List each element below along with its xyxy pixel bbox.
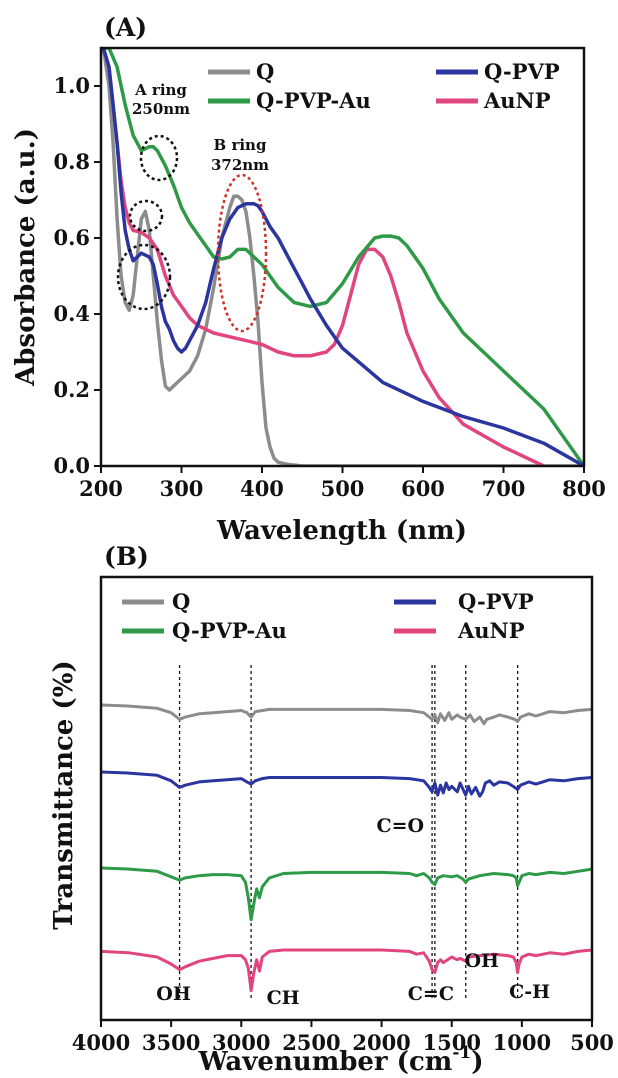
panel-b-x-axis: 4000 3500 3000 2500 2000 1500 1000 500 — [72, 1020, 614, 1055]
panel-a-y-axis: 0.0 0.2 0.4 0.6 0.8 1.0 — [53, 73, 101, 478]
panel-b: (B) Q Q-PVP-Au Q-PVP AuNP OH CH C=O C=C OH C-… — [49, 542, 614, 1077]
panel-a-label: (A) — [104, 13, 147, 42]
legend-b-aunp: AuNP — [457, 618, 525, 643]
panel-b-x-axis-title-close: ) — [471, 1047, 483, 1077]
peak-label-c-c: C=C — [408, 983, 454, 1005]
panel-b-peak-labels: OH CH C=O C=C OH C-H — [156, 815, 550, 1009]
panel-b-y-axis-title: Transmittance (%) — [49, 660, 79, 929]
b-x-tick-label: 500 — [570, 1030, 614, 1055]
series-a-q-pvp-au — [103, 48, 584, 466]
b-x-tick-label: 1000 — [493, 1030, 551, 1055]
panel-a: (A) A ring 250nm B ring 372nm Q Q-PVP-Au — [11, 13, 606, 546]
b-x-tick-label: 2500 — [282, 1030, 340, 1055]
series-b-q-pvp — [101, 770, 592, 798]
panel-b-x-axis-title-sup: -1 — [452, 1043, 471, 1063]
panel-a-x-axis-title: Wavelength (nm) — [216, 516, 467, 546]
legend-a-qpvpau: Q-PVP-Au — [256, 88, 371, 113]
panel-a-plot-area: A ring 250nm B ring 372nm Q Q-PVP-Au Q-P… — [53, 46, 606, 501]
panel-a-y-axis-title: Absorbance (a.u.) — [11, 128, 41, 387]
series-b-q — [101, 703, 592, 726]
b-x-tick-label: 1500 — [422, 1030, 480, 1055]
a-x-tick-label: 200 — [79, 476, 123, 501]
panel-a-legend: Q Q-PVP-Au Q-PVP AuNP — [208, 59, 560, 113]
legend-a-aunp: AuNP — [483, 88, 551, 113]
panel-b-legend: Q Q-PVP-Au Q-PVP AuNP — [122, 589, 534, 643]
series-a-aunp — [101, 48, 545, 466]
peak-label-oh: OH — [464, 950, 499, 972]
a-ring-circle-gray — [128, 199, 164, 233]
legend-b-q: Q — [172, 589, 190, 614]
a-x-tick-label: 500 — [321, 476, 365, 501]
series-b-q-pvp-au — [101, 866, 592, 922]
a-ring-wavelength: 250nm — [132, 100, 190, 118]
a-x-tick-label: 300 — [160, 476, 204, 501]
legend-b-qpvp: Q-PVP — [458, 589, 534, 614]
panel-a-series-group — [101, 48, 584, 466]
panel-b-x-axis-title: Wavenumber (cm-1) — [197, 1043, 483, 1077]
peak-label-c-h: C-H — [509, 981, 550, 1003]
legend-b-qpvpau: Q-PVP-Au — [172, 618, 287, 643]
panel-b-label: (B) — [104, 542, 149, 571]
panel-b-frame — [99, 575, 594, 1022]
a-x-tick-label: 600 — [401, 476, 445, 501]
b-x-tick-label: 3500 — [142, 1030, 200, 1055]
a-y-tick-label: 0.6 — [53, 225, 90, 250]
b-x-tick-label: 2000 — [352, 1030, 410, 1055]
a-y-tick-label: 0.0 — [53, 453, 90, 478]
legend-a-q: Q — [256, 59, 274, 84]
a-ring-label: A ring — [134, 81, 187, 99]
b-x-tick-label: 4000 — [72, 1030, 130, 1055]
panel-a-x-axis: 200 300 400 500 600 700 800 — [79, 466, 606, 501]
b-x-tick-label: 3000 — [212, 1030, 270, 1055]
a-y-tick-label: 0.8 — [53, 149, 90, 174]
series-a-q-pvp — [101, 48, 584, 466]
peak-label-oh: OH — [156, 983, 191, 1005]
a-y-tick-label: 0.4 — [53, 301, 90, 326]
a-ring-circle-green — [139, 134, 179, 182]
series-b-aunp — [101, 948, 592, 993]
panel-b-x-axis-title-main: Wavenumber (cm — [197, 1047, 452, 1077]
a-ring-circle-blue-pink — [116, 243, 172, 311]
a-x-tick-label: 400 — [240, 476, 284, 501]
b-ring-label: B ring — [214, 136, 267, 154]
a-x-tick-label: 700 — [482, 476, 526, 501]
panel-b-series-group — [101, 703, 592, 993]
a-y-tick-label: 1.0 — [53, 73, 90, 98]
peak-label-ch: CH — [267, 987, 300, 1009]
b-ring-wavelength: 372nm — [211, 156, 269, 174]
b-ring-circle — [216, 173, 268, 333]
legend-a-qpvp: Q-PVP — [484, 59, 560, 84]
a-x-tick-label: 800 — [562, 476, 606, 501]
a-y-tick-label: 0.2 — [53, 377, 90, 402]
peak-label-c-o: C=O — [376, 815, 424, 837]
